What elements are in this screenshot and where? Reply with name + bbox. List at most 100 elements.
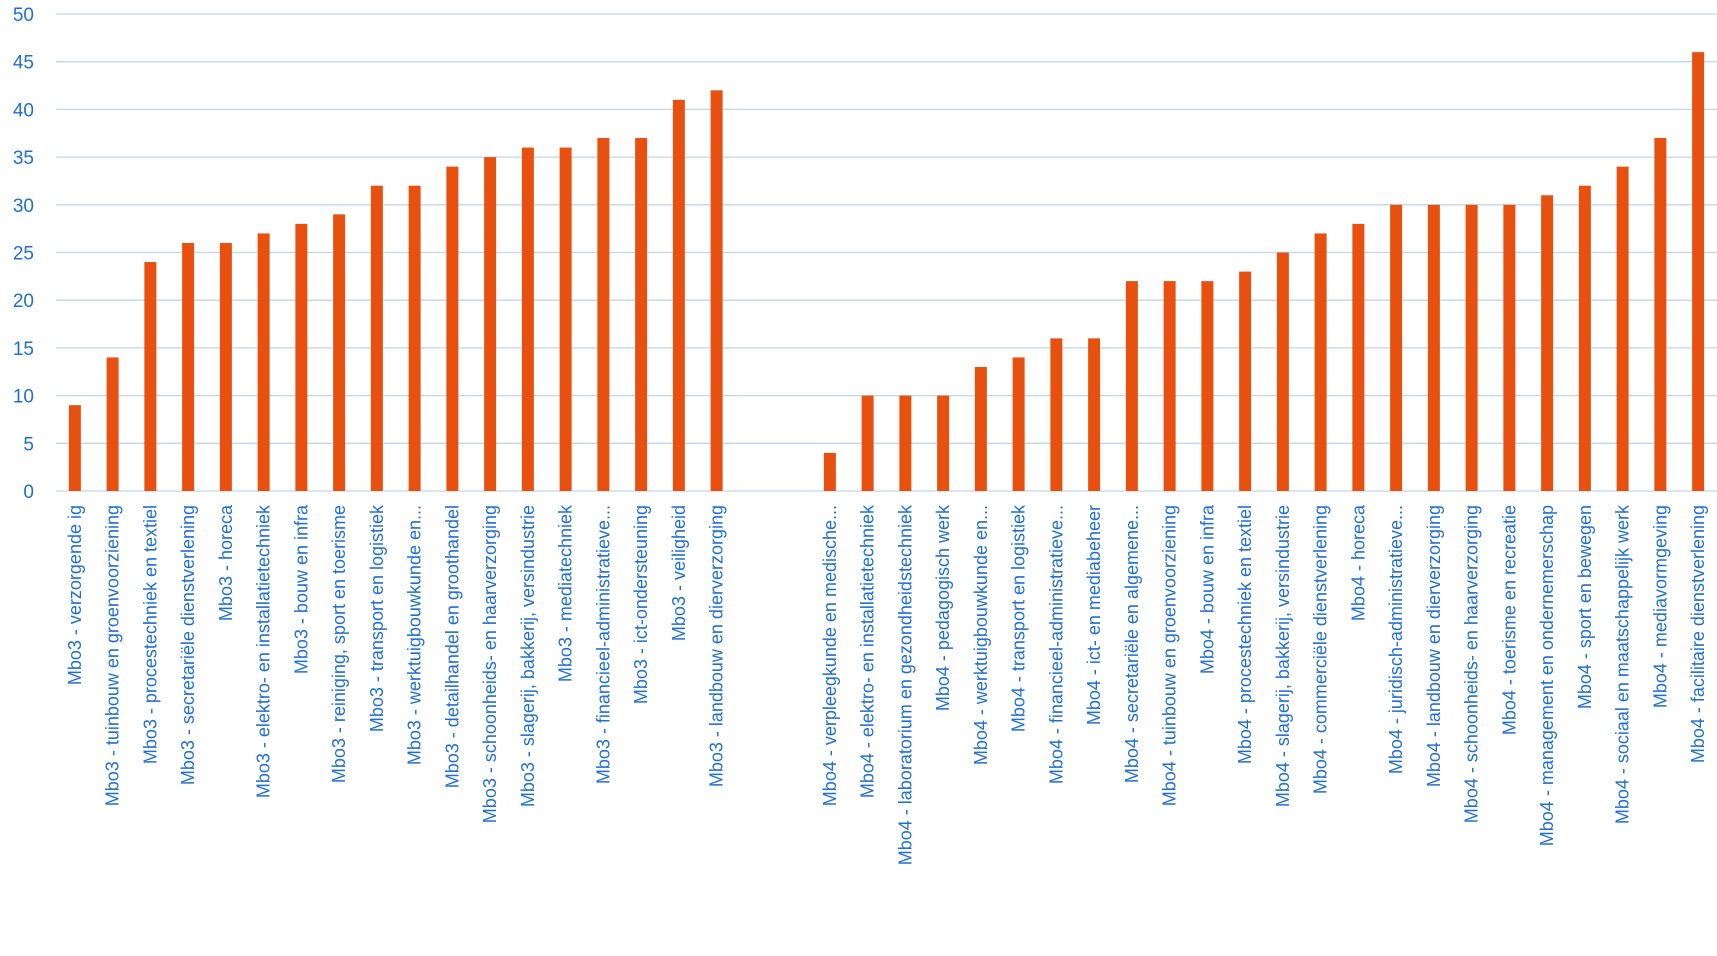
category-label: Mbo3 - verzorgende ig [65,505,85,685]
y-tick-label: 40 [13,100,34,121]
bar [68,405,81,491]
bar [446,166,459,491]
y-tick-label: 45 [13,53,34,74]
bar [1692,52,1705,491]
category-label: Mbo4 - sociaal en maatschappelijk werk [1613,504,1633,824]
bar [1163,281,1176,491]
bar [1352,223,1365,491]
y-tick-label: 20 [13,291,34,312]
bar [1578,185,1591,491]
bar [408,185,421,491]
category-label: Mbo3 - tuinbouw en groenvoorziening [103,505,123,806]
category-label: Mbo4 - werktuigbouwkunde en... [971,505,991,765]
category-label: Mbo3 - elektro- en installatietechniek [254,504,274,798]
category-label: Mbo3 - reiniging, sport en toerisme [329,505,349,783]
category-label: Mbo3 - mediatechniek [556,504,576,682]
category-label: Mbo4 - mediavormgeving [1650,505,1670,708]
category-label: Mbo3 - bouw en infra [291,504,311,674]
category-label: Mbo4 - pedagogisch werk [933,504,953,711]
category-label: Mbo4 - transport en logistiek [1009,504,1029,732]
category-label: Mbo4 - horeca [1348,504,1368,621]
bar [937,395,950,491]
category-label: Mbo4 - financieel-administratieve... [1046,505,1066,784]
bar [219,242,232,491]
category-label: Mbo3 - veiligheid [669,505,689,641]
bar [333,214,346,491]
category-label: Mbo4 - schoonheids- en haarverzorging [1462,505,1482,823]
bar [370,185,383,491]
bar [106,357,119,491]
category-label: Mbo3 - schoonheids- en haarverzorging [480,505,500,823]
bar [861,395,874,491]
category-label: Mbo4 - tuinbouw en groenvoorziening [1160,505,1180,806]
bar [1239,271,1252,491]
category-label: Mbo3 - werktuigbouwkunde en... [405,505,425,765]
bar [710,90,723,491]
bar [823,452,836,491]
bar [521,147,534,491]
y-axis-tick-labels: 0 5 10 15 20 25 30 35 40 45 50 [13,5,34,503]
category-label: Mbo4 - laboratorium en gezondheidstechni… [895,504,915,865]
bar [1541,195,1554,491]
category-label: Mbo4 - juridisch-administratieve... [1386,505,1406,774]
category-label: Mbo4 - slagerij, bakkerij, versindustrie [1273,505,1293,807]
category-label: Mbo3 - ict-ondersteuning [631,505,651,704]
category-label: Mbo4 - toerisme en recreatie [1499,505,1519,735]
category-label: Mbo4 - facilitaire dienstverlening [1688,505,1708,763]
bar [899,395,912,491]
y-tick-label: 25 [13,244,34,265]
y-tick-label: 35 [13,148,34,169]
category-label: Mbo4 - management en ondernemerschap [1537,505,1557,846]
bar [1088,338,1101,491]
category-label: Mbo3 - transport en logistiek [367,504,387,732]
bar [672,99,685,492]
category-label: Mbo3 - horeca [216,504,236,621]
category-label: Mbo3 - procestechniek en textiel [140,505,160,764]
gridlines [56,13,1717,492]
y-tick-label: 10 [13,387,34,408]
category-label: Mbo3 - financieel-administratieve... [593,505,613,784]
y-tick-label: 0 [23,482,34,503]
bar [1012,357,1025,491]
y-tick-label: 30 [13,196,34,217]
category-label: Mbo4 - procestechniek en textiel [1235,505,1255,764]
bar [635,138,648,491]
bar [182,242,195,491]
x-axis-category-labels: Mbo3 - verzorgende ig Mbo3 - tuinbouw en … [65,504,1708,865]
category-label: Mbo4 - ict- en mediabeheer [1084,505,1104,725]
bars [68,52,1705,492]
bar [257,233,270,492]
bar [1276,252,1289,491]
bar [1201,281,1214,491]
bar [484,157,497,491]
bar [1465,204,1478,492]
bar [1314,233,1327,492]
category-label: Mbo3 - detailhandel en groothandel [442,505,462,788]
bar [1390,204,1403,492]
bar [597,138,610,491]
bar [1427,204,1440,492]
category-label: Mbo4 - landbouw en dierverzorging [1424,505,1444,787]
bar [1125,281,1138,491]
bar [1616,166,1629,491]
category-label: Mbo4 - elektro- en installatietechniek [858,504,878,798]
category-label: Mbo4 - secretariële en algemene... [1122,505,1142,783]
category-label: Mbo3 - slagerij, bakkerij, versindustrie [518,505,538,807]
category-label: Mbo4 - bouw en infra [1197,504,1217,674]
category-label: Mbo4 - commerciële dienstverlening [1311,505,1331,794]
category-label: Mbo3 - landbouw en dierverzorging [707,505,727,787]
bar [1654,138,1667,491]
bar [559,147,572,491]
bar [1503,204,1516,492]
y-tick-label: 5 [23,434,34,455]
y-tick-label: 50 [13,5,34,26]
bar [1050,338,1063,491]
bar [144,262,157,491]
category-label: Mbo3 - secretariële dienstverlening [178,505,198,785]
category-label: Mbo4 - verpleegkunde en medische... [820,505,840,806]
y-tick-label: 15 [13,339,34,360]
bar [974,366,987,491]
category-label: Mbo4 - sport en bewegen [1575,505,1595,709]
bar [295,223,308,491]
